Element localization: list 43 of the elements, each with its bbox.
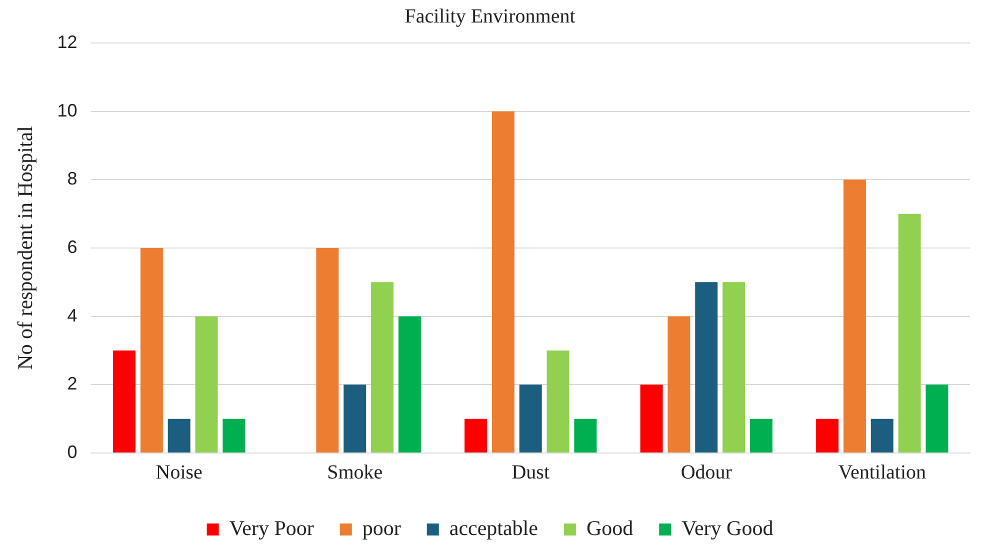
bar: [843, 180, 866, 452]
bar: [926, 384, 948, 452]
legend-label: Very Poor: [229, 516, 314, 540]
bar: [546, 350, 570, 452]
bar: [640, 384, 663, 452]
bar: [750, 418, 772, 452]
y-tick-label: 12: [57, 32, 78, 52]
bar: [344, 384, 366, 452]
x-tick-label: Odour: [680, 461, 732, 484]
x-tick-label: Dust: [512, 461, 550, 484]
legend-label: Very Good: [682, 516, 774, 540]
bar: [371, 282, 394, 452]
legend-label: acceptable: [449, 516, 538, 540]
bar: [113, 350, 136, 452]
bar: [668, 316, 690, 452]
bar: [870, 418, 894, 452]
y-tick-label: 8: [67, 168, 78, 189]
bar: [195, 316, 218, 452]
bar: [492, 111, 514, 452]
bar: [574, 418, 597, 452]
x-tick-label: Ventilation: [838, 461, 926, 484]
bar: [140, 248, 163, 452]
y-tick-label: 0: [67, 442, 78, 462]
bar: [168, 418, 190, 452]
bar: [316, 248, 339, 452]
bar: [464, 418, 488, 452]
bar: [898, 214, 921, 452]
y-tick-label: 2: [67, 374, 78, 394]
x-tick-label: Noise: [156, 461, 203, 484]
x-tick-label: Smoke: [327, 461, 383, 484]
y-tick-label: 6: [67, 236, 78, 257]
legend-label: Good: [586, 516, 634, 540]
bar: [816, 418, 839, 452]
y-tick-label: 4: [67, 305, 78, 326]
bar: [222, 418, 246, 452]
y-axis-title: No of respondent in Hospital: [13, 126, 38, 370]
chart-title: Facility Environment: [404, 5, 576, 28]
bar: [398, 316, 421, 452]
bar: [519, 384, 542, 452]
legend-label: poor: [362, 516, 401, 540]
y-tick-label: 10: [57, 100, 78, 120]
bar: [695, 282, 718, 452]
bar: [722, 282, 746, 452]
